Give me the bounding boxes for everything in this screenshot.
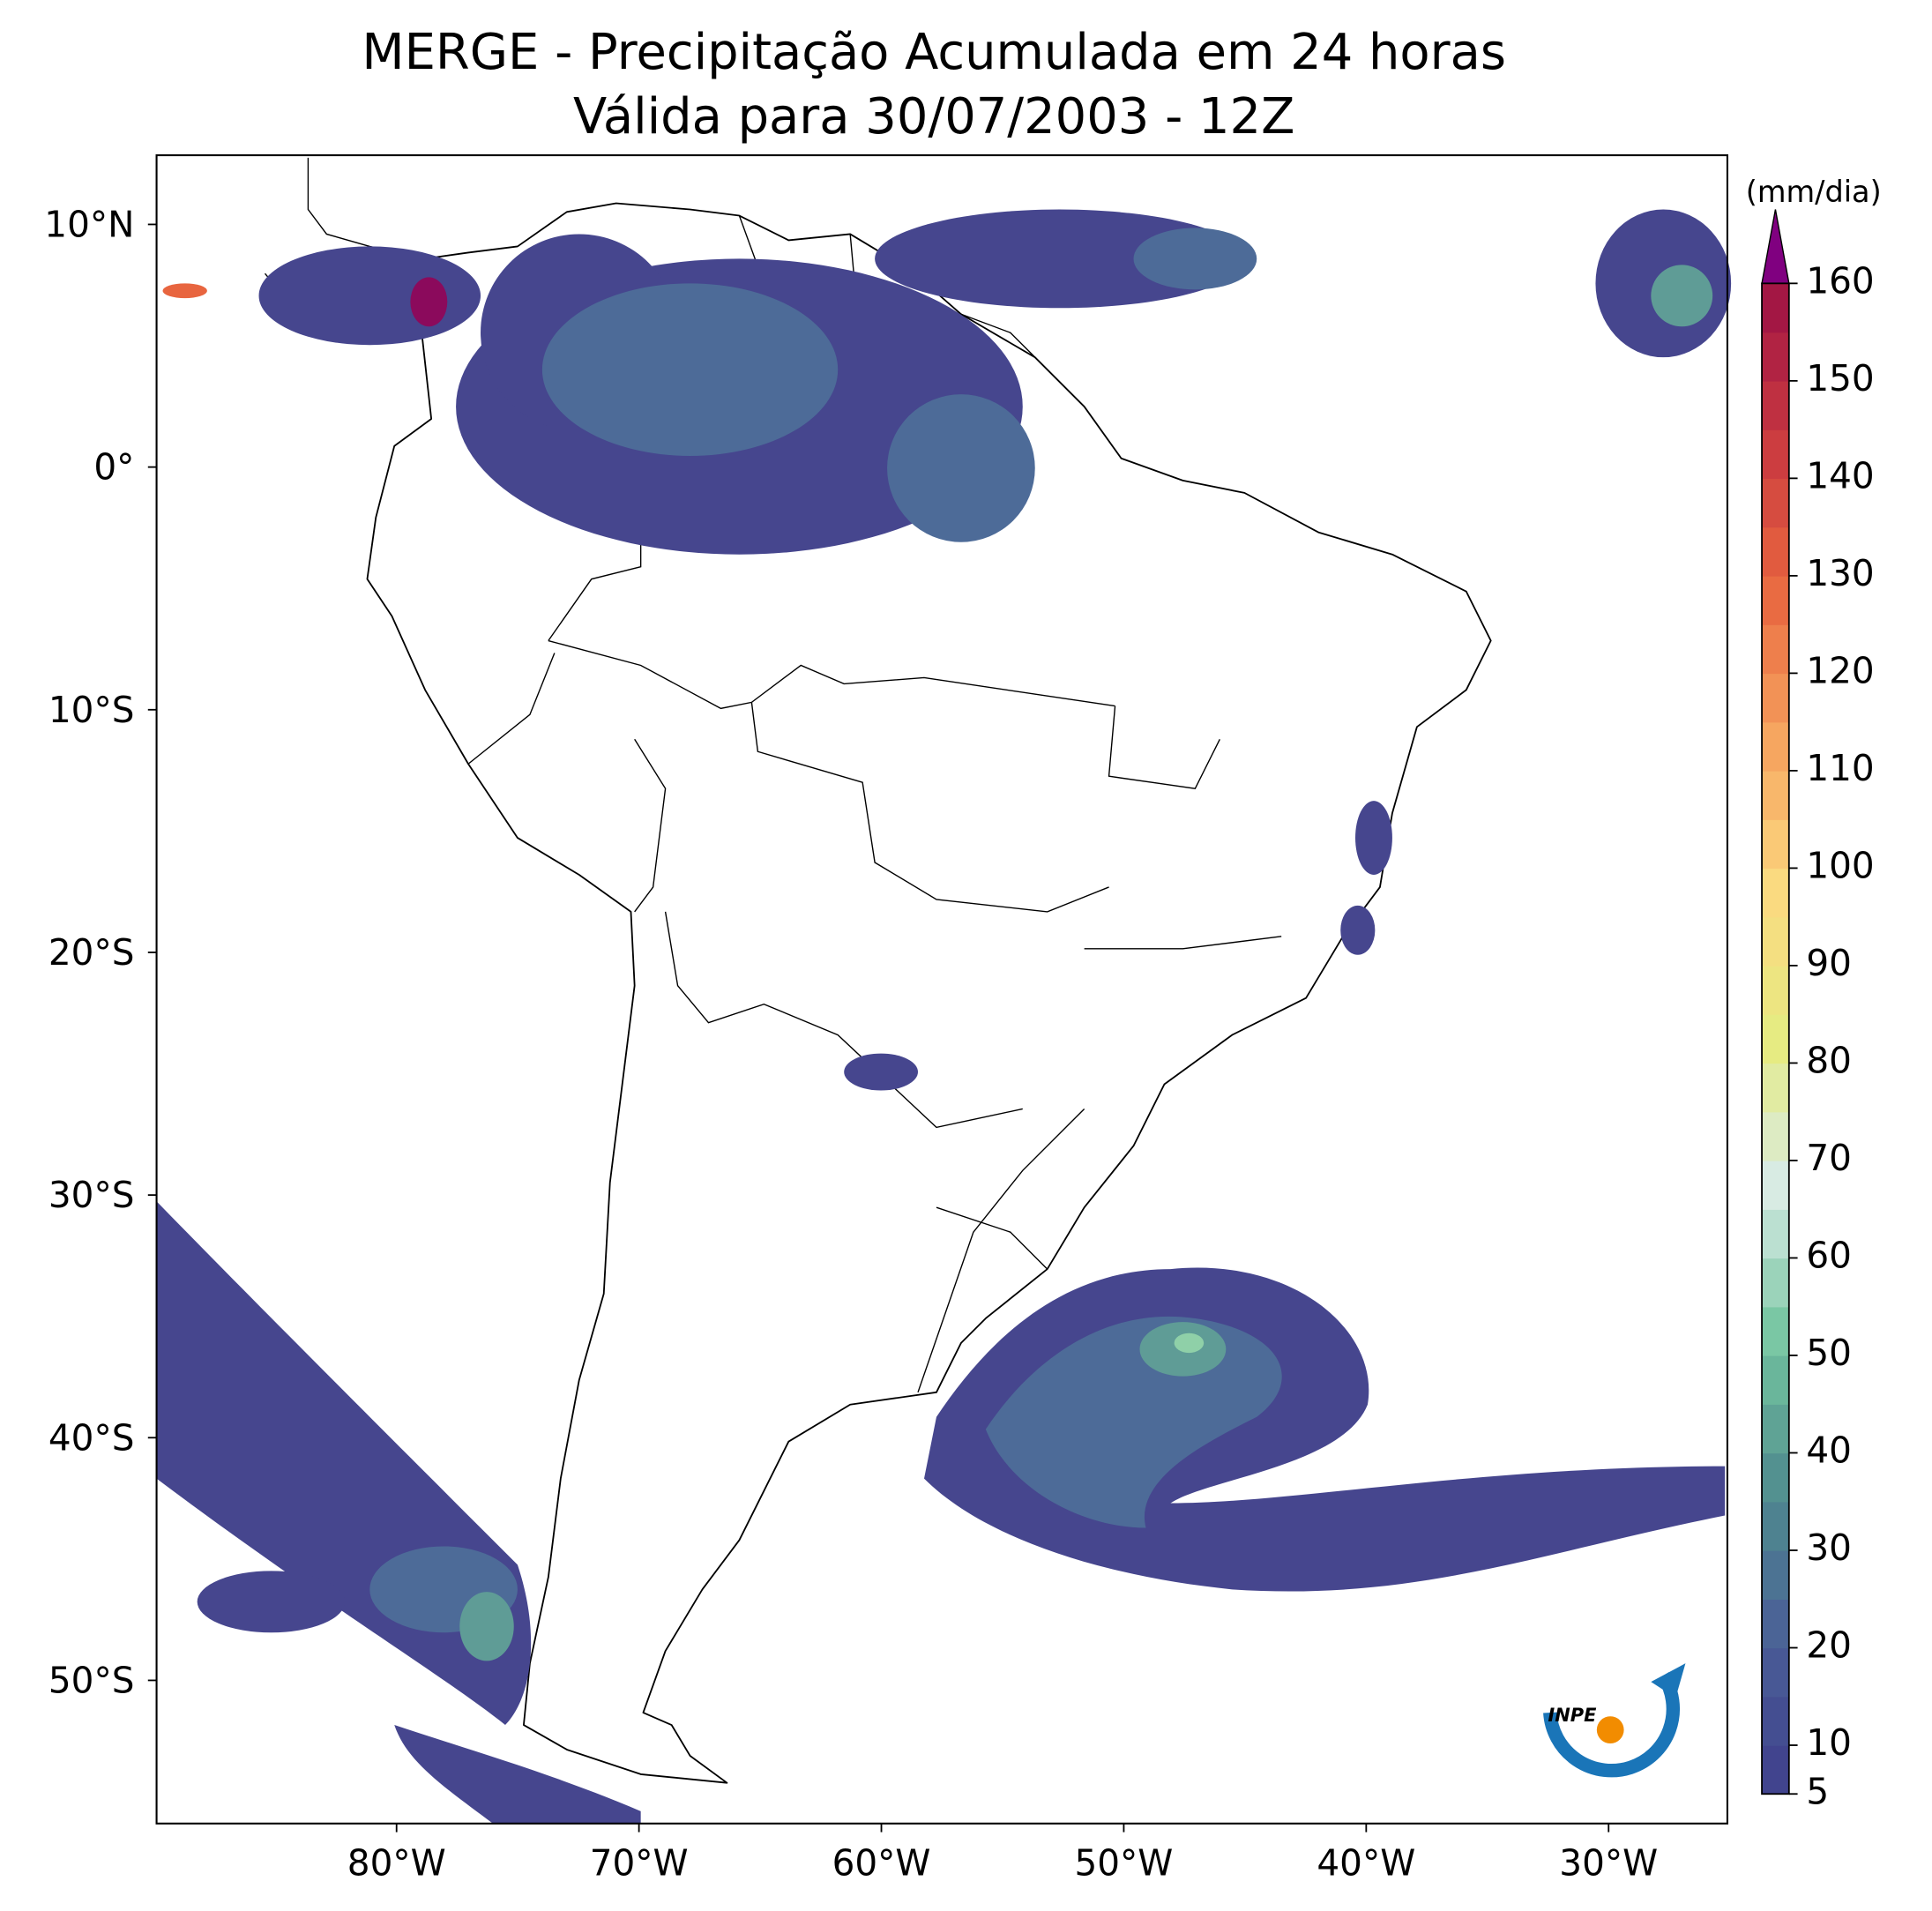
colorbar-tick-label: 70 <box>1806 1137 1852 1179</box>
colorbar-band <box>1762 1063 1789 1113</box>
y-tick-label: 0° <box>93 446 134 489</box>
y-tick-label: 10°S <box>48 689 134 731</box>
colorbar-tick-label: 5 <box>1806 1770 1829 1812</box>
x-tick-label: 80°W <box>347 1841 446 1884</box>
x-tick-label: 40°W <box>1317 1841 1415 1884</box>
colorbar-unit: (mm/dia) <box>1746 175 1882 209</box>
colorbar-tick-label: 80 <box>1806 1039 1852 1081</box>
colorbar-band <box>1762 721 1789 772</box>
rain-area <box>844 1053 919 1091</box>
colorbar-band <box>1762 380 1789 430</box>
colorbar-tick-label: 60 <box>1806 1234 1852 1276</box>
rain-area <box>258 246 481 346</box>
colorbar-band <box>1762 575 1789 625</box>
colorbar-band <box>1762 770 1789 820</box>
colorbar-tick-label: 120 <box>1806 649 1874 691</box>
colorbar-extension <box>1761 209 1790 285</box>
colorbar-band <box>1762 1599 1789 1649</box>
colorbar-band <box>1762 1404 1789 1454</box>
x-tick-label: 60°W <box>832 1841 931 1884</box>
colorbar-band <box>1762 965 1789 1015</box>
colorbar-band <box>1762 1696 1789 1746</box>
colorbar-tick-label: 100 <box>1806 844 1874 886</box>
colorbar-band <box>1762 1258 1789 1308</box>
rain-area <box>887 394 1035 542</box>
colorbar-tick-label: 150 <box>1806 357 1874 399</box>
colorbar-tick-label: 50 <box>1806 1332 1852 1374</box>
colorbar-tick-label: 30 <box>1806 1527 1852 1569</box>
colorbar-band <box>1762 1549 1789 1600</box>
colorbar-band <box>1762 332 1789 382</box>
title: MERGE - Precipitação Acumulada em 24 hor… <box>362 24 1506 81</box>
rain-area <box>1340 905 1376 955</box>
y-tick-label: 30°S <box>48 1174 134 1216</box>
rain-area <box>875 209 1245 309</box>
colorbar-band <box>1762 1355 1789 1405</box>
colorbar-band <box>1762 283 1789 333</box>
colorbar-tick-label: 40 <box>1806 1429 1852 1471</box>
colorbar-tick-label: 20 <box>1806 1624 1852 1667</box>
y-tick-label: 50°S <box>48 1659 134 1701</box>
colorbar-band <box>1762 1111 1789 1161</box>
map-area <box>155 153 1732 1825</box>
colorbar-tick-label: 10 <box>1806 1721 1852 1764</box>
colorbar-band <box>1762 1745 1789 1795</box>
colorbar-band <box>1762 819 1789 870</box>
colorbar-band <box>1762 1501 1789 1551</box>
colorbar-band <box>1762 673 1789 723</box>
colorbar-band <box>1762 478 1789 528</box>
colorbar-band <box>1762 1647 1789 1698</box>
colorbar-tick-label: 110 <box>1806 747 1874 789</box>
rain-area <box>541 283 839 456</box>
x-tick-label: 50°W <box>1075 1841 1174 1884</box>
x-tick-label: 70°W <box>590 1841 689 1884</box>
colorbar-band <box>1762 868 1789 918</box>
subtitle: Válida para 30/07/2003 - 12Z <box>573 88 1294 146</box>
colorbar-tick-label: 140 <box>1806 454 1874 496</box>
rain-area <box>1651 265 1713 327</box>
y-tick-label: 20°S <box>48 931 134 974</box>
logo-text: INPE <box>1548 1705 1597 1726</box>
colorbar-band <box>1762 526 1789 577</box>
rain-area <box>410 277 448 327</box>
colorbar-band <box>1762 916 1789 967</box>
colorbar-tick-label: 90 <box>1806 942 1852 984</box>
colorbar-tick-label: 130 <box>1806 552 1874 594</box>
colorbar-frame <box>1761 282 1790 1795</box>
colorbar-band <box>1762 1014 1789 1064</box>
y-tick-label: 40°S <box>48 1416 134 1459</box>
inpe-logo: INPE <box>1543 1663 1686 1778</box>
colorbar-band <box>1762 1452 1789 1503</box>
rain-area <box>197 1571 346 1633</box>
x-tick-label: 30°W <box>1559 1841 1658 1884</box>
rain-area <box>459 1592 514 1661</box>
rain-area <box>1133 228 1257 290</box>
axes: 80°W 70°W 60°W 50°W 40°W 30°W 10°N 0° 10°S 20°S 30… <box>44 203 1874 1884</box>
map-frame <box>155 153 1728 1825</box>
rain-area <box>1174 1332 1205 1354</box>
colorbar-band <box>1762 1306 1789 1356</box>
precipitation <box>156 209 1732 1824</box>
logo-swoosh <box>1543 1672 1681 1778</box>
y-tick-label: 10°N <box>44 203 134 245</box>
colorbar-band <box>1762 1160 1789 1210</box>
colorbar-tick-label: 160 <box>1806 259 1874 302</box>
logo-dot <box>1596 1716 1624 1743</box>
logo-arrow <box>1651 1663 1686 1698</box>
rain-area <box>162 283 207 299</box>
colorbar-band <box>1762 624 1789 675</box>
colorbar-band <box>1762 1209 1789 1259</box>
rain-area <box>1355 801 1392 875</box>
rain-area <box>394 1725 641 1824</box>
colorbar-band <box>1762 429 1789 480</box>
